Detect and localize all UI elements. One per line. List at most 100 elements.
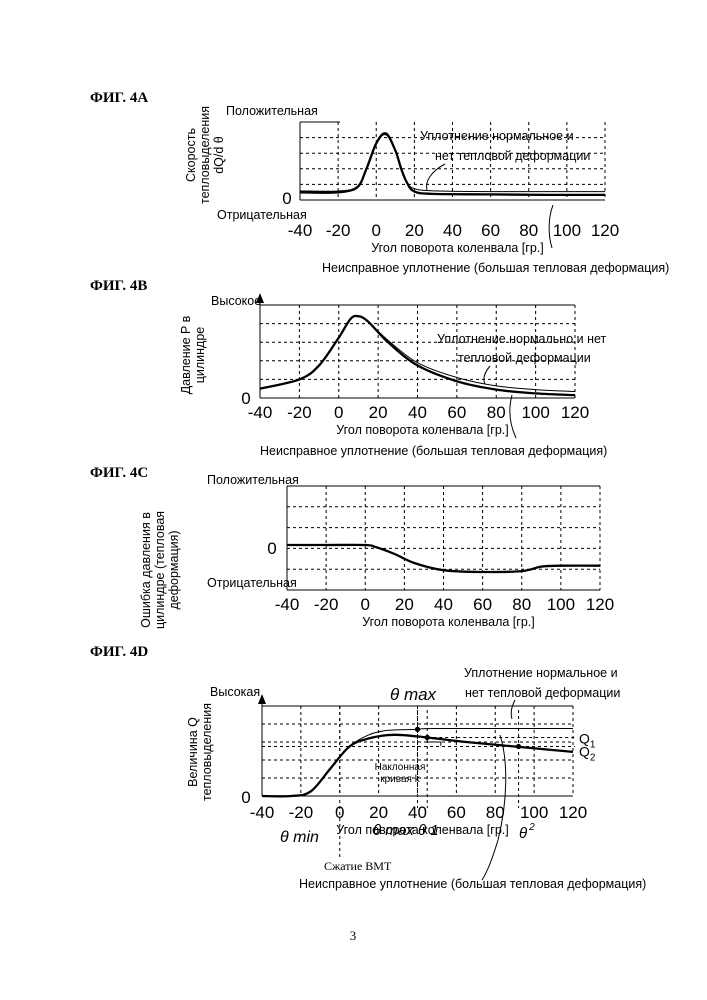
fig4d-slope-label-2: кривая k (380, 774, 420, 785)
fig4d-note-faulty: Неисправное уплотнение (большая тепловая… (299, 877, 646, 891)
fig4c-grid (287, 486, 600, 590)
fig4d-q1-sub: 1 (590, 740, 596, 751)
fig4a-x-tick-label: 60 (481, 221, 500, 240)
fig4b-x-tick-label: -20 (287, 403, 312, 422)
fig4a-x-label: Угол поворота коленвала [гр.] (371, 241, 543, 255)
fig4a-x-tick-label: -20 (326, 221, 351, 240)
fig4b-x-tick-label: 100 (521, 403, 549, 422)
fig4d-x-tick-label: 60 (447, 803, 466, 822)
fig4a-x-tick-label: 100 (553, 221, 581, 240)
fig4d-x-tick-label: 100 (520, 803, 548, 822)
fig4d-ylabel: Величина Qтепловыделения (186, 703, 214, 801)
fig4b-x-tick-label: -40 (248, 403, 273, 422)
fig4b-ylabel: Давление P вцилиндре (179, 315, 207, 394)
fig4b-x-tick-label: 20 (369, 403, 388, 422)
fig4b-x-ticks: -40 -20 0 20 40 60 80 100 120 (248, 403, 589, 422)
fig4b-note-faulty-leader (510, 395, 516, 438)
fig4b-note-normal-2: тепловой деформации (458, 351, 591, 365)
fig4c-ylabel-line: цилиндре (тепловая (153, 511, 167, 629)
fig4b-x-tick-label: 120 (561, 403, 589, 422)
fig4d-theta-max-bottom: θ max (373, 822, 414, 839)
fig4b-x-label: Угол поворота коленвала [гр.] (336, 423, 508, 437)
fig4c-x-tick-label: 60 (473, 595, 492, 614)
fig4c-x-tick-label: 80 (512, 595, 531, 614)
fig4d-ylabel-line: Величина Q (186, 717, 200, 787)
fig4d-q2-sub: 2 (590, 753, 596, 764)
fig4b-ylabel-line: цилиндре (193, 327, 207, 384)
fig4b-note-faulty: Неисправное уплотнение (большая тепловая… (260, 444, 607, 458)
fig4a-x-tick-label: 0 (372, 221, 381, 240)
fig4a-ylabel-line: тепловыделения (198, 106, 212, 204)
fig4d-theta-min: θ min (280, 829, 319, 846)
fig4a-note-normal-2: нет тепловой деформации (435, 149, 590, 163)
fig4d-note-normal-2: нет тепловой деформации (465, 686, 620, 700)
fig4a-ylabel-line: Скорость (184, 128, 198, 182)
fig4b-x-tick-label: 80 (487, 403, 506, 422)
fig4d-x-tick-label: -40 (250, 803, 275, 822)
fig4a-note-faulty: Неисправное уплотнение (большая тепловая… (322, 261, 669, 275)
fig4b-y-zero-label: 0 (241, 389, 250, 408)
fig4d-note-normal-1: Уплотнение нормальное и (464, 666, 618, 680)
fig4d-ylabel-line: тепловыделения (200, 703, 214, 801)
fig4d-y-zero-label: 0 (241, 788, 250, 807)
fig4d-note-normal-leader (511, 700, 515, 719)
fig4d-marker-point (425, 735, 430, 740)
fig4d-theta-2-sub: 2 (528, 822, 535, 833)
fig4a-x-tick-label: 20 (405, 221, 424, 240)
fig4d-x-ticks: -40-20020406080100120 (250, 803, 587, 822)
fig4b-note-normal-1: Уплотнение нормально и нет (437, 332, 607, 346)
fig4b-chart: ФИГ. 4B -40 -20 0 20 40 60 80 100 120 Угол поворот… (90, 278, 607, 458)
fig4b-x-tick-label: 0 (334, 403, 343, 422)
fig4c-x-tick-label: 120 (586, 595, 614, 614)
fig4a-ylabel-line: dQ/d θ (212, 136, 226, 174)
fig4c-y-bottom-label: Отрицательная (207, 576, 297, 590)
fig4c-ylabel-line: Ошибка давления в (139, 512, 153, 628)
fig4c-fig-label: ФИГ. 4C (90, 465, 148, 481)
fig4c-x-tick-label: 20 (395, 595, 414, 614)
page-number: 3 (350, 928, 357, 943)
fig4c-chart: ФИГ. 4C -40 -20 0 20 40 60 80 100 120 Угол поворот… (90, 465, 614, 629)
fig4a-fig-label: ФИГ. 4A (90, 90, 148, 106)
fig4c-ylabel: Ошибка давления вцилиндре (тепловаядефор… (139, 511, 181, 629)
fig4a-note-normal-leader (427, 164, 445, 190)
fig4b-fig-label: ФИГ. 4B (90, 278, 147, 294)
fig4d-marker-point (415, 727, 420, 732)
fig4d-y-top-label: Высокая (210, 685, 260, 699)
fig4a-note-normal-1: Уплотнение нормальное и (420, 129, 574, 143)
fig4b-ylabel-line: Давление P в (179, 315, 193, 394)
fig4d-theta-max-top: θ max (390, 685, 437, 704)
fig4a-x-tick-label: 80 (519, 221, 538, 240)
fig4d-tdc-label: Сжатие ВМТ (324, 859, 392, 873)
fig4c-x-tick-label: 40 (434, 595, 453, 614)
fig4d-x-tick-label: 40 (408, 803, 427, 822)
fig4a-x-tick-label: 40 (443, 221, 462, 240)
fig4d-x-tick-label: 20 (369, 803, 388, 822)
fig4c-x-tick-label: 100 (547, 595, 575, 614)
fig4c-x-ticks: -40 -20 0 20 40 60 80 100 120 (275, 595, 614, 614)
fig4b-note-normal-leader (484, 366, 490, 384)
fig4d-theta-2: θ2 (519, 822, 535, 842)
fig4d-x-tick-label: 120 (559, 803, 587, 822)
fig4c-x-tick-label: -20 (314, 595, 339, 614)
fig4b-x-tick-label: 60 (447, 403, 466, 422)
fig4c-y-top-label: Положительная (207, 473, 299, 487)
fig4c-ylabel-line: деформация) (167, 530, 181, 609)
fig4d-marker-point (516, 744, 521, 749)
fig4d-fig-label: ФИГ. 4D (90, 644, 148, 660)
fig4a-y-bottom-label: Отрицательная (217, 208, 307, 222)
fig4a-y-zero-label: 0 (282, 189, 291, 208)
fig4d-slope-label-1: Наклонная (375, 762, 426, 773)
fig4a-ylabel: СкоростьтепловыделенияdQ/d θ (184, 106, 226, 204)
fig4c-x-label: Угол поворота коленвала [гр.] (362, 615, 534, 629)
fig4d-x-tick-label: -20 (289, 803, 314, 822)
fig4b-y-top-label: Высокое (211, 294, 261, 308)
fig4c-x-tick-label: 0 (361, 595, 370, 614)
fig4a-x-ticks: -40-20020406080100120 (288, 221, 619, 240)
fig4a-x-tick-label: 120 (591, 221, 619, 240)
fig4c-y-zero-label: 0 (267, 539, 276, 558)
fig4d-chart: ФИГ. 4D-40-20020406080100120Угол поворот… (90, 644, 646, 891)
fig4b-x-tick-label: 40 (408, 403, 427, 422)
fig4a-y-top-label: Положительная (226, 104, 318, 118)
fig4c-x-tick-label: -40 (275, 595, 300, 614)
